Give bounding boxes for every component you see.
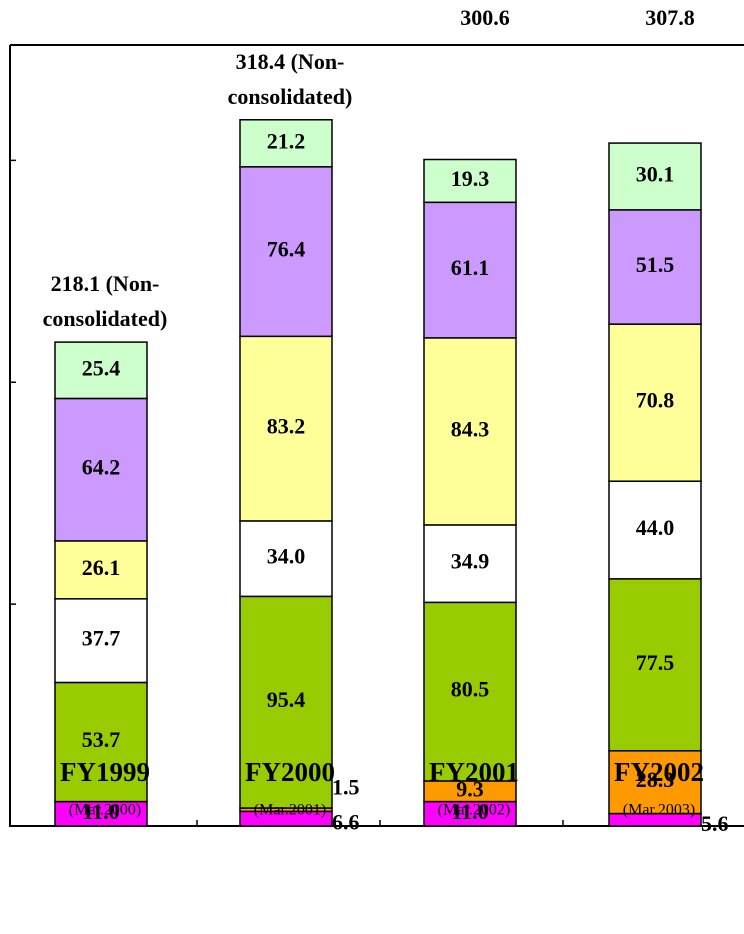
total-label: consolidated) [43, 306, 168, 331]
value-label: 19.3 [451, 166, 490, 191]
bar-segment [608, 209, 702, 325]
value-label: 53.7 [82, 727, 121, 752]
x-tick-label: FY2000 [245, 757, 335, 787]
bar-segment [239, 335, 333, 522]
bar-segment [608, 142, 702, 211]
value-label: 21.2 [267, 128, 306, 153]
bar-segment [423, 601, 517, 782]
total-label: 307.8 [645, 5, 695, 30]
value-label: 25.4 [82, 355, 121, 380]
value-label: 64.2 [82, 455, 121, 480]
x-tick-sublabel: (Mar.2001) [254, 802, 326, 819]
total-label: 218.1 (Non- [51, 271, 160, 296]
x-tick-sublabel: (Mar.2000) [69, 802, 141, 819]
value-label: 34.0 [267, 544, 306, 569]
x-tick-sublabel: (Mar.2003) [623, 802, 695, 819]
bar-segment [423, 337, 517, 526]
value-label: 61.1 [451, 255, 490, 280]
bar-segment [54, 397, 148, 542]
total-label: 318.4 (Non- [236, 49, 345, 74]
x-tick-label: FY2001 [429, 757, 519, 787]
value-label: 44.0 [636, 515, 675, 540]
bar-segment [608, 323, 702, 482]
value-label: 84.3 [451, 416, 490, 441]
value-label: 34.9 [451, 549, 490, 574]
value-label: 83.2 [267, 414, 306, 439]
bar-segment [239, 119, 333, 168]
value-label: 37.7 [82, 626, 121, 651]
value-label: 6.6 [332, 810, 360, 835]
value-label: 11.0 [451, 799, 488, 824]
bar-segment [239, 595, 333, 809]
total-label: consolidated) [228, 84, 353, 109]
bar-segment [608, 480, 702, 580]
value-label: 51.5 [636, 252, 675, 277]
value-label: 5.6 [701, 811, 729, 836]
bar-segment [423, 524, 517, 604]
total-label: 300.6 [460, 5, 510, 30]
x-tick-sublabel: (Mar.2002) [438, 802, 510, 819]
value-label: 30.1 [636, 162, 675, 187]
bar-segment [423, 158, 517, 204]
value-label: 77.5 [636, 650, 675, 675]
value-label: 76.4 [267, 237, 306, 262]
bar-segment [608, 750, 702, 815]
bar-segment [239, 166, 333, 338]
bar-segment [239, 520, 333, 598]
value-label: 26.1 [82, 555, 121, 580]
value-label: 70.8 [636, 388, 675, 413]
value-label: 28.3 [636, 767, 675, 792]
bar-segment [423, 201, 517, 339]
value-label: 1.5 [332, 775, 360, 800]
value-label: 95.4 [267, 687, 306, 712]
value-label: 80.5 [451, 677, 490, 702]
x-tick-label: FY1999 [60, 757, 150, 787]
value-label: 11.0 [82, 799, 119, 824]
bar-segment [54, 341, 148, 400]
x-tick-label: FY2002 [614, 757, 704, 787]
